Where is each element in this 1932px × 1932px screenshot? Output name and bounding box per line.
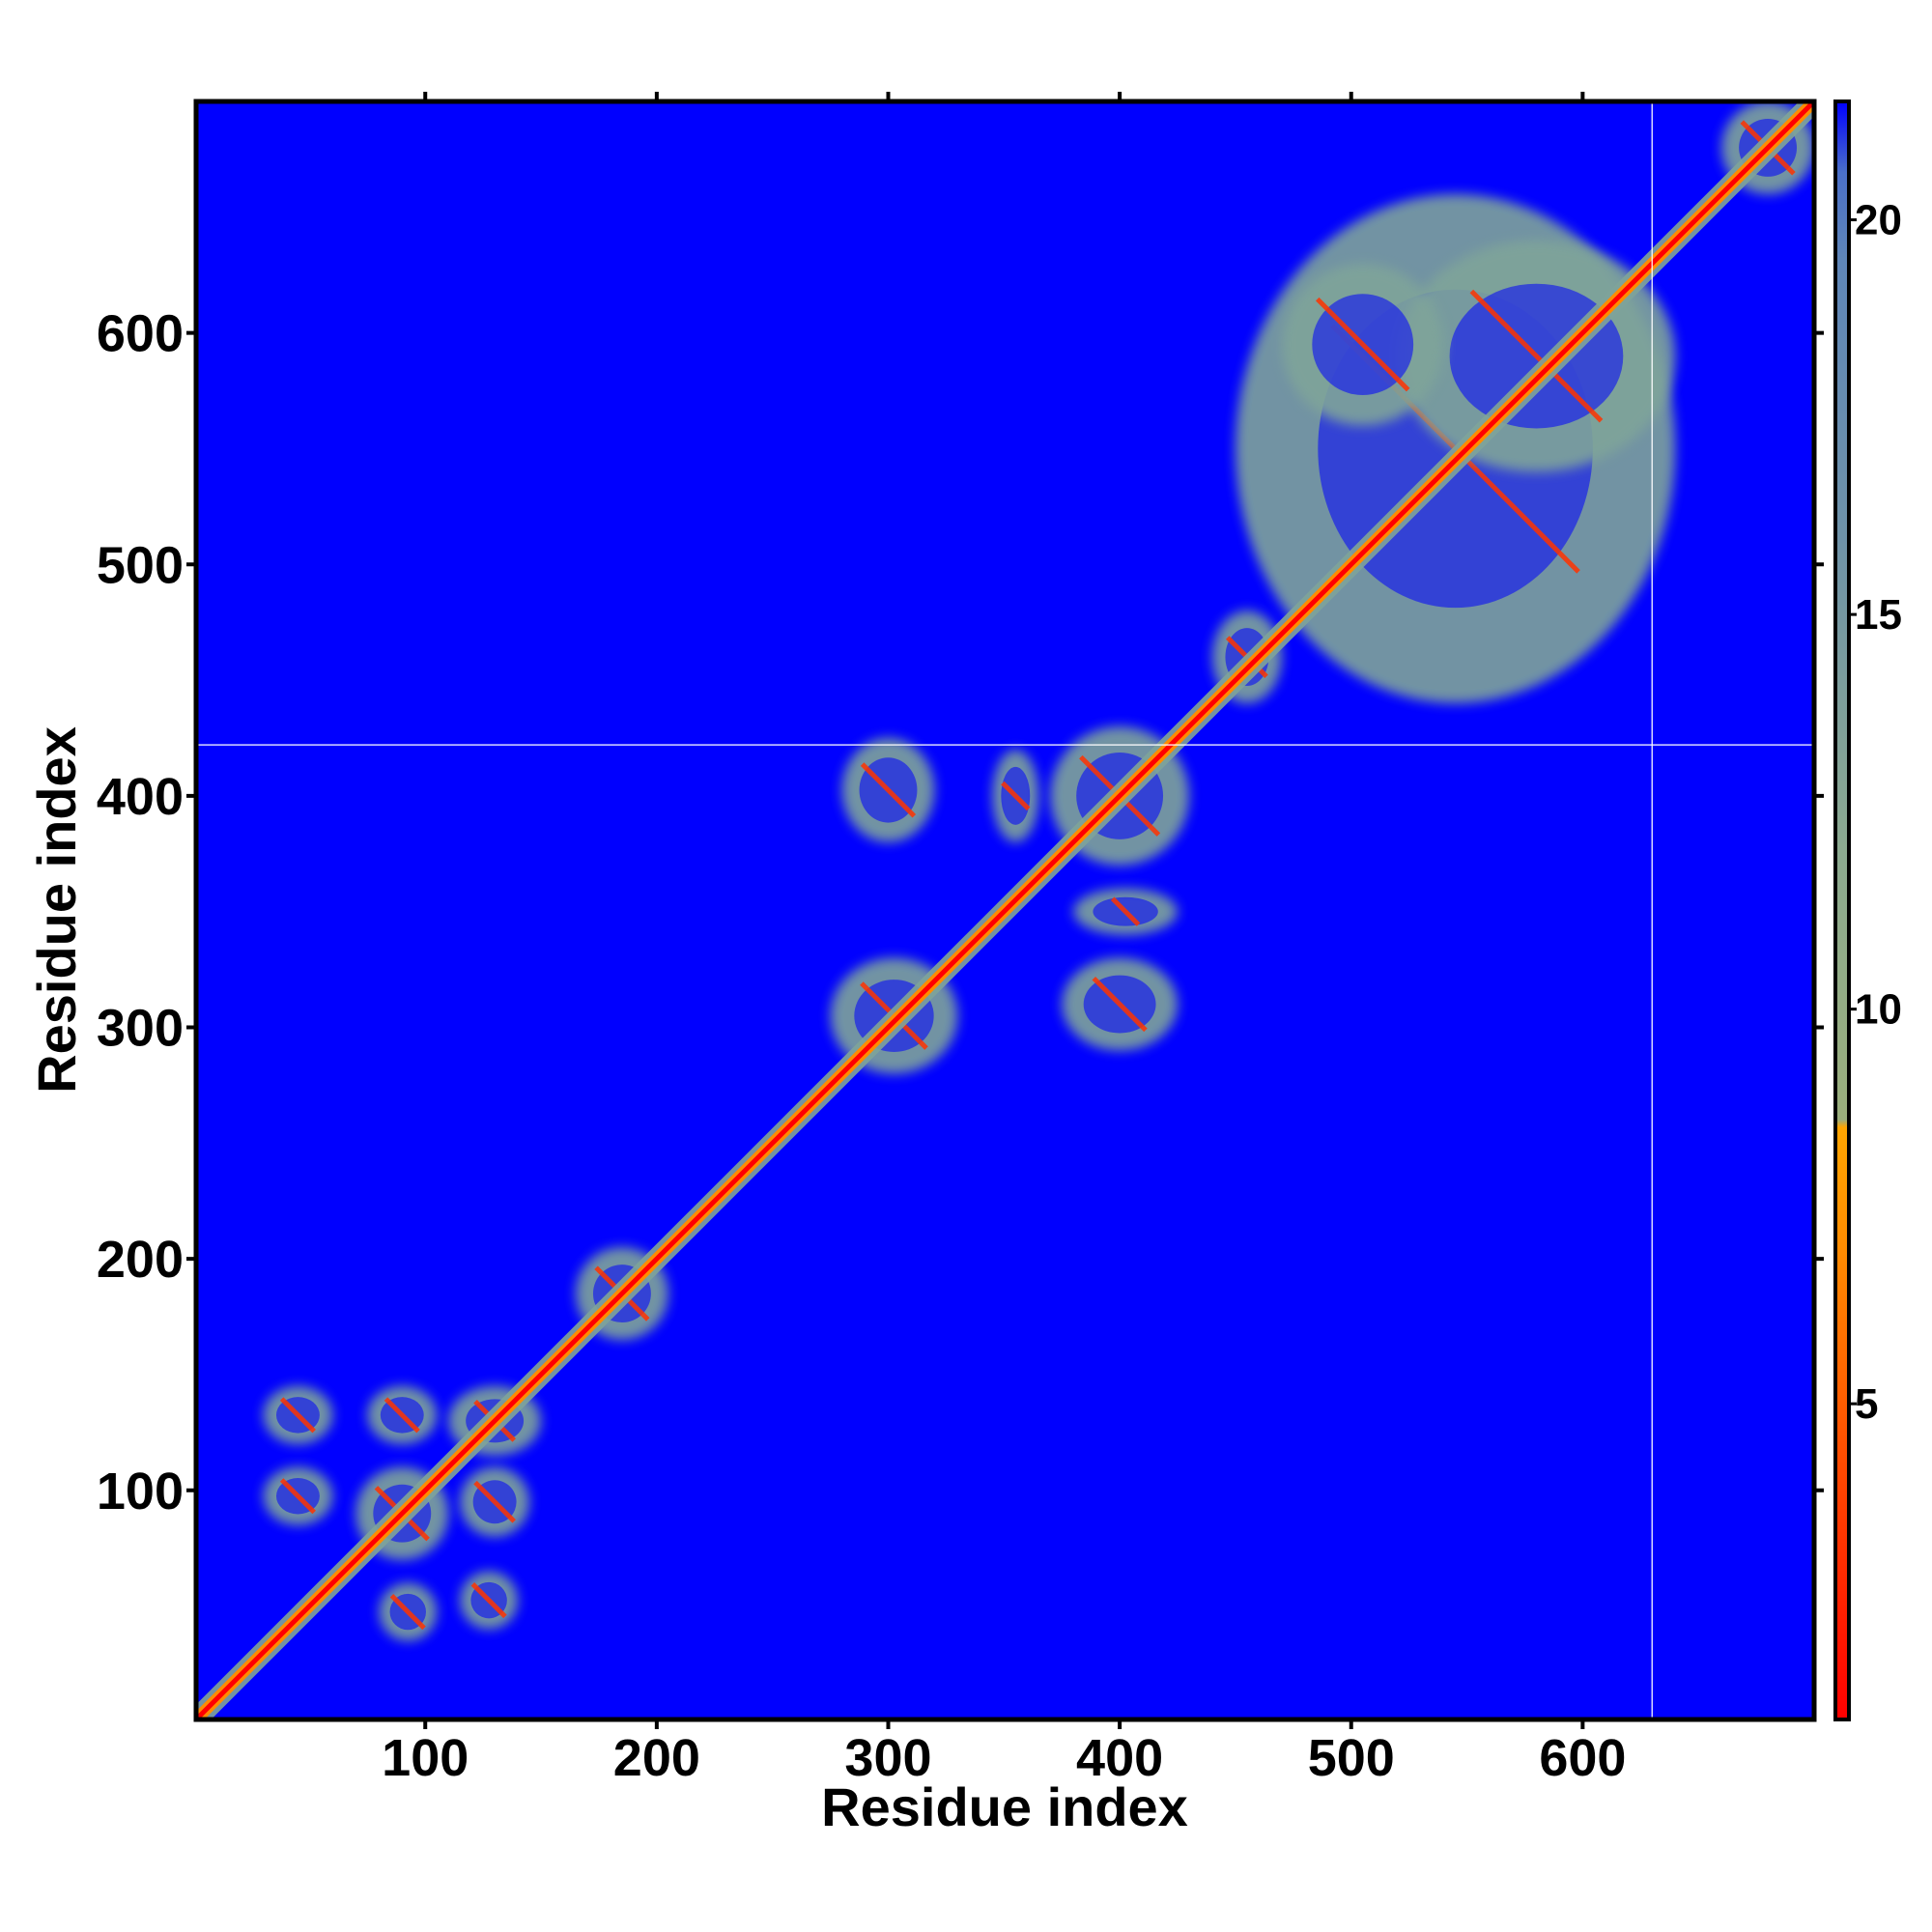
contact-region [263,1466,333,1525]
contact-region [460,1571,519,1630]
y-tick-label: 600 [97,305,184,363]
colorbar-tick-label: 10 [1855,986,1902,1034]
colorbar-ticks: 5 10 15 20 [1849,197,1902,1428]
colorbar-tick-label: 20 [1855,197,1902,244]
contact-region [841,737,935,842]
contact-region [263,1385,333,1444]
region-contact-line [1001,781,1031,811]
y-tick-label: 500 [97,536,184,594]
region-contact-line [1092,976,1148,1033]
plot-frame [193,99,1817,1722]
region-contact-line [1110,896,1141,926]
region-contact-line [860,762,917,818]
colorbar-tick-label: 15 [1855,591,1902,639]
y-tick-label: 300 [97,1000,184,1058]
plot-area [193,99,1817,1722]
contact-region [992,749,1039,842]
region-contact-line [1469,289,1604,423]
region-contact-line [1315,297,1410,392]
region-contact-line [279,1478,316,1515]
colorbar: 5 10 15 20 [1833,99,1902,1721]
x-tick-label: 400 [1076,1729,1163,1787]
y-axis-label: Residue index [26,726,87,1094]
contact-region [367,1385,438,1444]
x-tick-label: 100 [382,1729,469,1787]
contact-region [460,1466,530,1537]
x-axis: 100 200 300 400 500 600 [382,92,1626,1787]
region-contact-line [473,1480,517,1523]
contact-region [379,1582,438,1641]
region-contact-line [389,1594,426,1631]
x-tick-label: 500 [1308,1729,1395,1787]
marker-lines [196,101,1814,1719]
colorbar-gradient [1833,99,1851,1721]
y-tick-label: 200 [97,1231,184,1289]
y-axis: 100 200 300 400 500 600 [97,305,1824,1520]
x-tick-label: 200 [613,1729,700,1787]
x-tick-label: 600 [1539,1729,1626,1787]
diagonal-line [196,101,1814,1719]
diagonal-contacts [196,101,1814,1719]
colorbar-tick-label: 5 [1855,1380,1878,1428]
region-contact-line [470,1582,507,1619]
x-axis-label: Residue index [821,1776,1188,1837]
y-tick-label: 400 [97,768,184,826]
region-contact-line [279,1397,316,1434]
contact-region [1281,263,1444,426]
x-tick-label: 300 [844,1729,931,1787]
region-contact-line [384,1397,420,1434]
y-tick-label: 100 [97,1463,184,1520]
contact-region [1062,957,1179,1051]
contact-region [1073,888,1179,935]
